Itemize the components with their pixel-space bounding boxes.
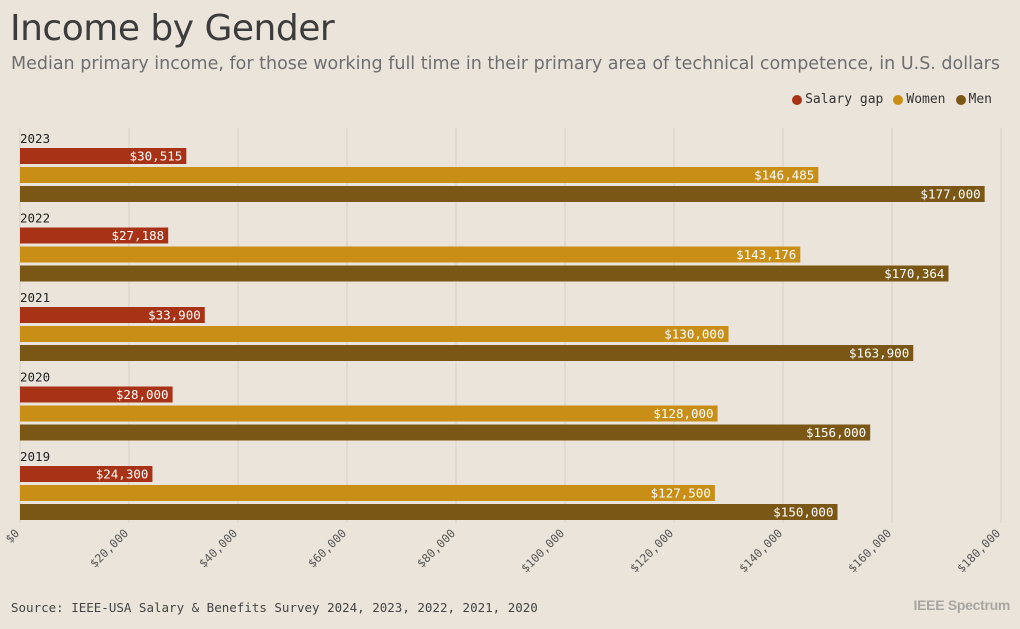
bar-salary-gap <box>20 466 153 482</box>
bar-women <box>20 246 801 263</box>
x-tick-label: $100,000 <box>518 526 567 575</box>
bar-women <box>20 167 819 183</box>
year-label: 2020 <box>20 370 50 385</box>
bar-value-label: $33,900 <box>148 308 201 323</box>
bar-value-label: $28,000 <box>116 387 169 402</box>
legend-label-men: Men <box>968 92 992 107</box>
bar-value-label: $163,900 <box>849 346 909 361</box>
legend-label-salary-gap: Salary gap <box>805 92 884 107</box>
bar-value-label: $170,364 <box>884 266 944 281</box>
bar-men <box>20 345 914 361</box>
legend-item-men: Men <box>955 92 992 107</box>
bar-value-label: $177,000 <box>920 187 980 202</box>
bar-value-label: $24,300 <box>96 467 149 482</box>
bar-salary-gap <box>20 148 187 164</box>
bar-men <box>20 504 838 520</box>
bar-men <box>20 424 871 441</box>
x-tick-label: $120,000 <box>627 526 676 575</box>
bar-value-label: $30,515 <box>130 149 183 164</box>
legend-swatch-salary-gap <box>792 94 803 105</box>
bar-value-label: $150,000 <box>773 505 833 520</box>
bar-value-label: $128,000 <box>653 406 713 421</box>
bar-salary-gap <box>20 227 169 244</box>
bar-women <box>20 485 715 501</box>
bar-value-label: $146,485 <box>754 168 814 183</box>
bar-value-label: $27,188 <box>111 228 164 243</box>
x-tick-label: $180,000 <box>954 526 1003 575</box>
x-tick-label: $40,000 <box>196 526 240 570</box>
bar-women <box>20 326 729 342</box>
legend-item-salary-gap: Salary gap <box>792 92 883 107</box>
year-label: 2021 <box>20 290 50 305</box>
bar-men <box>20 265 949 282</box>
year-label: 2022 <box>20 211 50 226</box>
legend: Salary gap Women Men <box>792 92 992 107</box>
x-tick-label: $80,000 <box>414 526 458 570</box>
bar-value-label: $130,000 <box>664 327 724 342</box>
bar-women <box>20 405 718 422</box>
bar-value-label: $143,176 <box>736 247 796 262</box>
bar-value-label: $156,000 <box>806 425 866 440</box>
legend-swatch-men <box>955 94 966 105</box>
chart-subtitle: Median primary income, for those working… <box>11 54 1000 74</box>
x-tick-label: $0 <box>2 526 22 546</box>
x-tick-label: $160,000 <box>845 526 894 575</box>
source-note: Source: IEEE-USA Salary & Benefits Surve… <box>11 600 538 615</box>
x-tick-label: $20,000 <box>87 526 131 570</box>
brand-logo: IEEE Spectrum <box>913 597 1011 613</box>
legend-swatch-women <box>893 94 904 105</box>
bar-salary-gap <box>20 307 205 323</box>
legend-item-women: Women <box>893 92 946 107</box>
x-tick-label: $140,000 <box>736 526 785 575</box>
year-label: 2019 <box>20 449 50 464</box>
legend-label-women: Women <box>906 92 946 107</box>
bar-salary-gap <box>20 386 173 403</box>
year-label: 2023 <box>20 131 50 146</box>
bar-men <box>20 186 985 202</box>
bar-value-label: $127,500 <box>651 486 711 501</box>
x-tick-label: $60,000 <box>305 526 349 570</box>
chart-title: Income by Gender <box>10 8 335 49</box>
